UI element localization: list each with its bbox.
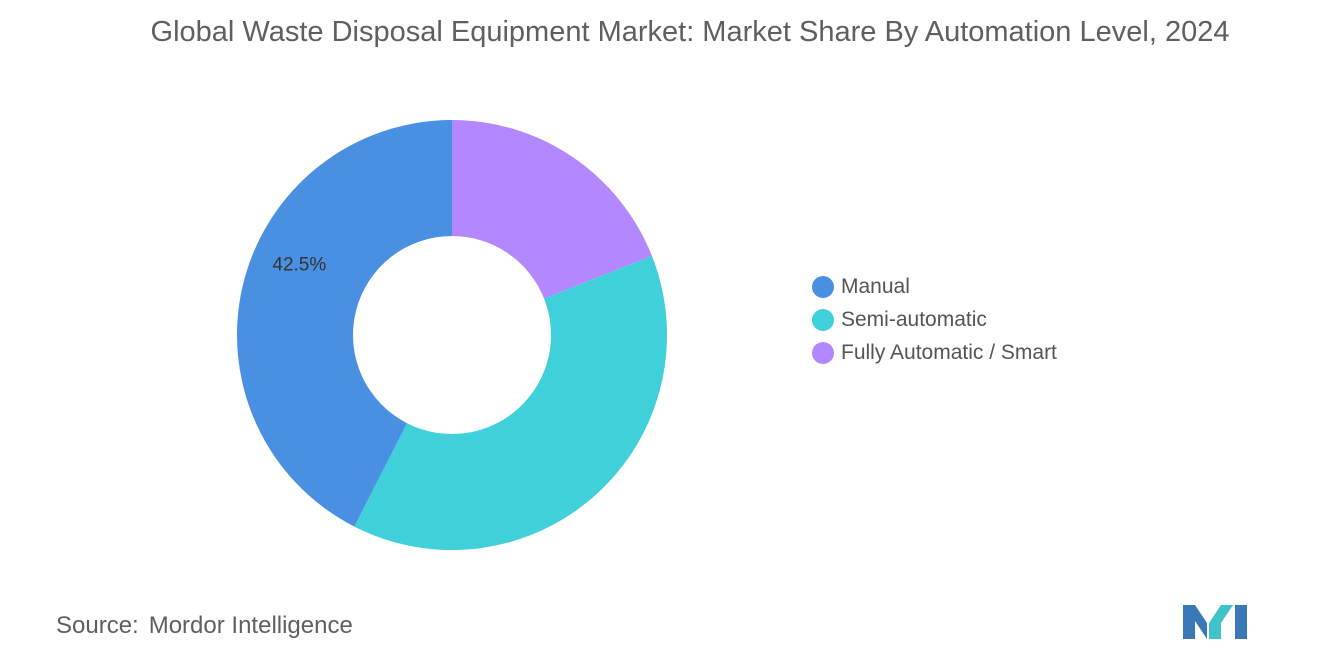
source-note: Source: Mordor Intelligence — [56, 612, 353, 640]
legend-swatch — [812, 308, 834, 331]
slice-fully-automatic-smart — [452, 120, 652, 299]
legend-swatch — [812, 275, 834, 298]
data-label: 42.5% — [272, 254, 326, 275]
legend-swatch — [812, 341, 834, 364]
legend-item: Semi-automatic — [812, 303, 1057, 336]
chart-title: Global Waste Disposal Equipment Market: … — [150, 16, 1230, 48]
legend-label: Fully Automatic / Smart — [841, 340, 1057, 364]
slice-semi-automatic — [354, 255, 668, 551]
source-value: Mordor Intelligence — [148, 612, 353, 639]
slice-manual — [237, 120, 452, 527]
legend-label: Semi-automatic — [841, 307, 987, 331]
mordor-intelligence-logo-icon — [1183, 605, 1247, 639]
legend-label: Manual — [841, 274, 910, 298]
legend-item: Fully Automatic / Smart — [812, 336, 1057, 369]
source-label: Source: — [56, 612, 139, 639]
legend-item: Manual — [812, 270, 1057, 303]
legend: Manual Semi-automatic Fully Automatic / Sm… — [812, 270, 1057, 369]
